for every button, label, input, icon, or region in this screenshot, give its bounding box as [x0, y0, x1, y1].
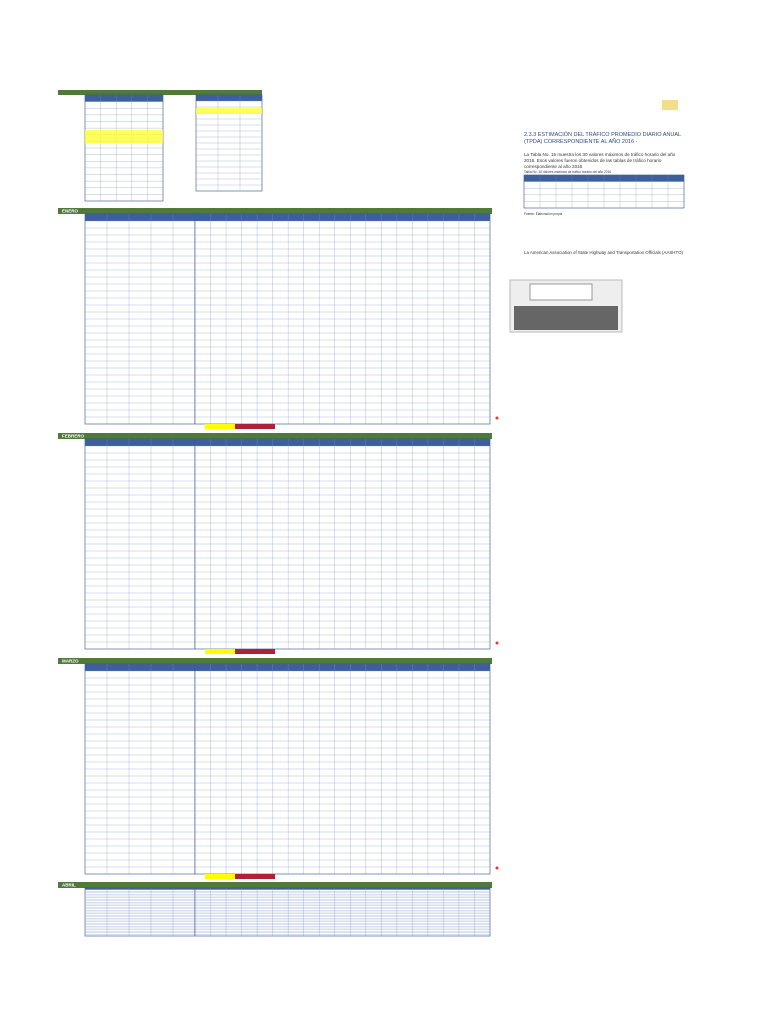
top-band — [58, 90, 262, 95]
marker — [495, 866, 499, 870]
summary-yellow — [205, 424, 235, 429]
summary-red — [235, 424, 275, 429]
doc-heading: 2.3.3 ESTIMACIÓN DEL TRÁFICO PROMEDIO DI… — [524, 132, 681, 145]
figure-dark — [514, 306, 618, 330]
table-right-lines — [195, 214, 490, 424]
table-left-lines — [85, 888, 195, 936]
table-top-right-lines — [196, 95, 262, 191]
doc-aashto: La American Association of State Highway… — [524, 250, 683, 255]
highlight — [196, 108, 262, 114]
table-left-header — [85, 664, 195, 671]
table-left-header — [85, 439, 195, 446]
table-right-header — [195, 214, 490, 221]
table-right-header — [195, 664, 490, 671]
summary-yellow — [205, 649, 235, 654]
table-left-lines — [85, 664, 195, 874]
table-right-lines — [195, 664, 490, 874]
table-right-header — [195, 439, 490, 446]
summary-yellow — [205, 874, 235, 879]
badge — [662, 100, 678, 110]
table-left-header — [85, 214, 195, 221]
highlight — [85, 130, 163, 143]
formula-box — [529, 283, 593, 301]
marker — [495, 641, 499, 645]
table-right-lines — [195, 888, 490, 936]
doc-caption: Tabla No. 15 Valores máximos de tráfico … — [524, 170, 612, 174]
doc-paragraph: La Tabla No. 15 muestra los 30 valores m… — [524, 152, 676, 169]
month-band — [58, 882, 492, 888]
table-top-right-header — [196, 95, 262, 101]
table-left-header — [85, 888, 195, 890]
table-left-lines — [85, 439, 195, 649]
doc-table-lines — [524, 175, 684, 208]
month-label: MARZO — [62, 659, 79, 664]
marker — [495, 416, 499, 420]
month-band — [58, 658, 492, 664]
summary-red — [235, 649, 275, 654]
month-band — [58, 208, 492, 214]
table-left-lines — [85, 214, 195, 424]
month-label: ENERO — [62, 209, 79, 214]
doc-source: Fuente: Elaboración propia — [524, 212, 563, 216]
summary-red — [235, 874, 275, 879]
table-right-header — [195, 888, 490, 890]
month-label: ABRIL — [62, 883, 76, 888]
month-band — [58, 433, 492, 439]
table-right-lines — [195, 439, 490, 649]
table-top-left-header — [85, 95, 163, 102]
month-label: FEBRERO — [62, 434, 85, 439]
